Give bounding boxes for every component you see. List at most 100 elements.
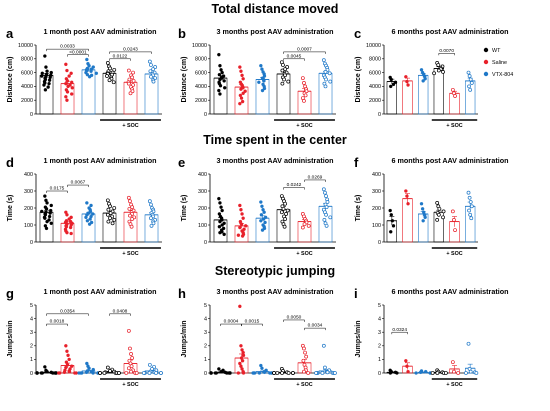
data-point-saline (66, 84, 70, 89)
data-point-vtx804-soc (324, 205, 329, 210)
data-point-saline (57, 371, 61, 375)
data-point-wt-soc (110, 221, 115, 226)
data-point-vtx804 (262, 210, 266, 214)
data-point-vtx804-soc (321, 58, 326, 63)
data-point-wt (43, 54, 47, 58)
data-point-wt-soc (107, 78, 112, 83)
data-point-vtx804-soc (154, 371, 158, 375)
y-tick-label: 0 (378, 240, 381, 246)
data-point-wt (388, 371, 393, 375)
data-point-vtx804-soc (469, 81, 474, 85)
data-point-vtx804-soc (151, 221, 156, 226)
data-point-saline-soc (450, 87, 455, 92)
data-point-saline-soc (450, 360, 455, 365)
data-point-saline (239, 87, 243, 91)
panel-title: 1 month post AAV administration (43, 156, 156, 165)
data-point-wt-soc (105, 212, 110, 217)
data-point-saline (64, 344, 68, 348)
data-point-saline-soc (126, 195, 131, 200)
y-tick-label: 0 (378, 112, 381, 118)
data-point-vtx804-soc (325, 370, 330, 375)
data-point-wt (217, 367, 221, 371)
data-point-vtx804 (85, 72, 90, 77)
data-point-vtx804-soc (467, 208, 471, 213)
y-tick-label: 5 (378, 303, 381, 309)
data-point-saline-soc (129, 224, 134, 229)
data-point-vtx804-soc (474, 371, 479, 375)
data-point-vtx804 (84, 370, 89, 375)
y-tick-label: 0 (204, 371, 207, 377)
data-point-wt-soc (108, 369, 112, 373)
p-value-label: 0.0033 (60, 44, 75, 50)
legend-label-wt: WT (492, 48, 501, 54)
data-point-wt (43, 365, 47, 369)
data-point-saline (236, 233, 241, 237)
data-point-wt (389, 213, 393, 217)
data-point-wt (222, 79, 226, 83)
data-point-vtx804 (259, 63, 263, 68)
data-point-wt (46, 85, 50, 89)
data-point-vtx804 (87, 63, 91, 68)
y-tick-label: 0 (378, 371, 381, 377)
data-point-vtx804-soc (151, 79, 156, 84)
data-point-wt (44, 226, 49, 231)
data-point-saline-soc (134, 371, 139, 375)
soc-label: + SOC (122, 123, 138, 129)
data-point-saline (238, 203, 242, 208)
data-point-vtx804-soc (159, 371, 163, 375)
y-tick-label: 400 (198, 172, 207, 178)
data-point-wt (48, 211, 52, 215)
soc-label: + SOC (296, 123, 312, 129)
data-point-vtx804-soc (323, 190, 327, 195)
p-value-label: 0.0015 (245, 319, 260, 325)
data-point-vtx804-soc (147, 362, 152, 367)
data-point-wt (218, 230, 222, 235)
data-point-saline (241, 216, 245, 220)
soc-label: + SOC (446, 123, 462, 129)
data-point-vtx804-soc (149, 74, 153, 79)
data-point-wt-soc (275, 371, 280, 375)
data-point-vtx804 (251, 371, 255, 375)
bar-wt-soc (433, 68, 444, 115)
data-point-wt (217, 52, 221, 57)
data-point-saline (238, 101, 242, 106)
data-point-wt-soc (432, 71, 436, 76)
data-point-wt-soc (436, 212, 441, 217)
panel-title: 6 months post AAV administration (391, 156, 508, 165)
data-point-wt (388, 208, 392, 213)
data-point-saline (64, 62, 68, 67)
p-value-label: 0.0243 (123, 47, 138, 53)
data-point-wt (218, 92, 222, 96)
panel-title: 3 months post AAV administration (216, 287, 333, 296)
data-point-vtx804-soc (147, 59, 152, 64)
data-point-vtx804-soc (321, 187, 326, 192)
data-point-wt (218, 63, 222, 68)
y-tick-label: 1 (204, 357, 207, 363)
data-point-wt (391, 82, 396, 87)
data-point-wt-soc (436, 63, 441, 67)
panel-letter: i (354, 286, 358, 301)
data-point-wt-soc (435, 371, 440, 375)
panel-letter: f (354, 155, 359, 170)
data-point-wt-soc (291, 371, 295, 375)
soc-label: + SOC (296, 382, 312, 388)
y-tick-label: 200 (198, 206, 207, 212)
data-point-saline (404, 359, 408, 363)
data-point-saline-soc (303, 350, 307, 355)
data-point-saline-soc (301, 358, 306, 363)
data-point-wt (228, 371, 232, 375)
data-point-saline (241, 353, 246, 358)
data-point-wt-soc (280, 81, 285, 86)
data-point-vtx804-soc (468, 77, 473, 82)
y-axis-label: Jumps/min (7, 321, 14, 358)
panel-i: i 6 months post AAV administration Jumps/m… (354, 286, 509, 388)
y-tick-label: 0 (204, 112, 207, 118)
y-tick-label: 100 (198, 223, 207, 229)
data-point-vtx804-soc (467, 84, 471, 89)
soc-label: + SOC (122, 382, 138, 388)
data-point-saline (236, 371, 241, 375)
panel-letter: d (6, 155, 14, 170)
data-point-wt-soc (282, 224, 287, 229)
data-point-saline (62, 370, 67, 375)
data-point-saline (67, 369, 72, 374)
